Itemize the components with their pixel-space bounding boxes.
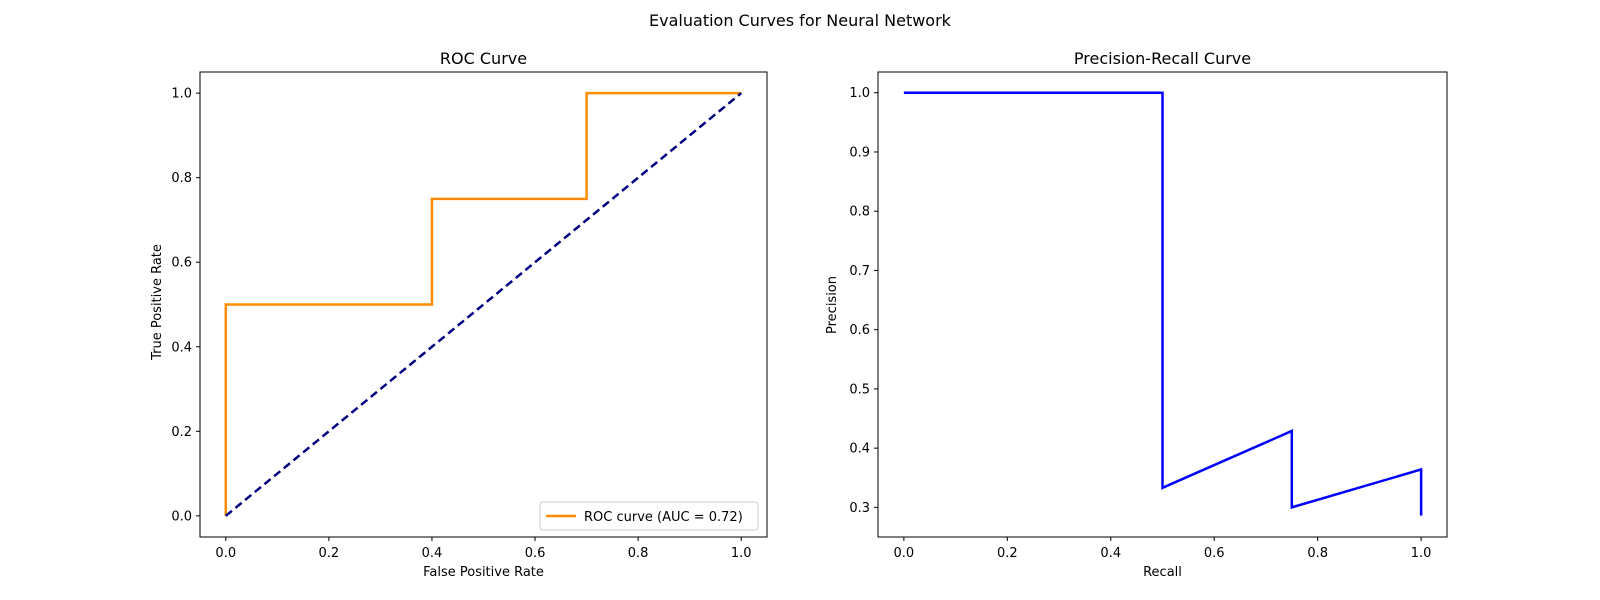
pr-plot-frame (877, 71, 1448, 538)
roc-series (224, 91, 743, 517)
figure-title: Evaluation Curves for Neural Network (649, 11, 952, 30)
roc-ytick-label: 0.4 (171, 340, 192, 355)
pr-xtick-label: 0.2 (997, 546, 1018, 561)
pr-ticks: 0.0 0.2 0.4 0.6 0.8 1.0 0.3 0.4 0.5 0.6 0.7 0.8 0.9 1… (849, 86, 1431, 561)
pr-xtick-label: 0.6 (1204, 546, 1225, 561)
pr-xtick-label: 1.0 (1411, 546, 1432, 561)
roc-ytick-label: 0.2 (171, 425, 192, 440)
roc-legend-box (539, 501, 759, 531)
pr-ytick-label: 0.8 (849, 205, 870, 220)
roc-series-line-1 (224, 92, 743, 517)
roc-ytick-label: 0.8 (171, 171, 192, 186)
roc-ytick-label: 1.0 (171, 87, 192, 102)
pr-x-label: Recall (1143, 565, 1182, 580)
roc-ytick-label: 0.6 (171, 256, 192, 271)
roc-x-label: False Positive Rate (423, 565, 544, 580)
roc-ytick-label: 0.0 (171, 509, 192, 524)
pr-y-label: Precision (825, 276, 840, 334)
roc-xtick-label: 0.2 (319, 546, 340, 561)
pr-xtick-label: 0.4 (1100, 546, 1121, 561)
roc-xtick-label: 0.0 (215, 546, 236, 561)
roc-xtick-label: 0.8 (628, 546, 649, 561)
pr-ytick-label: 0.5 (849, 382, 870, 397)
pr-series (903, 91, 1423, 516)
pr-ytick-label: 1.0 (849, 86, 870, 101)
pr-series-line-0 (903, 91, 1423, 516)
roc-y-label: True Positive Rate (150, 244, 165, 361)
roc-legend: ROC curve (AUC = 0.72) (539, 501, 759, 531)
pr-xtick-label: 0.0 (894, 546, 915, 561)
roc-xtick-label: 1.0 (731, 546, 752, 561)
roc-series-line-0 (224, 91, 742, 516)
roc-ticks: 0.0 0.2 0.4 0.6 0.8 1.0 0.0 0.2 0.4 0.6 0.8 1.0 (171, 87, 751, 561)
roc-xtick-label: 0.4 (422, 546, 443, 561)
pr-title: Precision-Recall Curve (1074, 49, 1251, 68)
pr-ytick-label: 0.4 (849, 442, 870, 457)
pr-ytick-label: 0.9 (849, 145, 870, 160)
roc-plot-frame (199, 71, 768, 538)
roc-title: ROC Curve (440, 49, 527, 68)
roc-plot: ROC Curve False Positive Rate True Posit… (150, 49, 768, 580)
roc-xtick-label: 0.6 (525, 546, 546, 561)
pr-plot: Precision-Recall Curve Recall Precision … (825, 49, 1448, 580)
roc-legend-label: ROC curve (AUC = 0.72) (584, 510, 743, 525)
pr-xtick-label: 0.8 (1307, 546, 1328, 561)
pr-ytick-label: 0.6 (849, 323, 870, 338)
pr-ytick-label: 0.7 (849, 264, 870, 279)
pr-ytick-label: 0.3 (849, 501, 870, 516)
